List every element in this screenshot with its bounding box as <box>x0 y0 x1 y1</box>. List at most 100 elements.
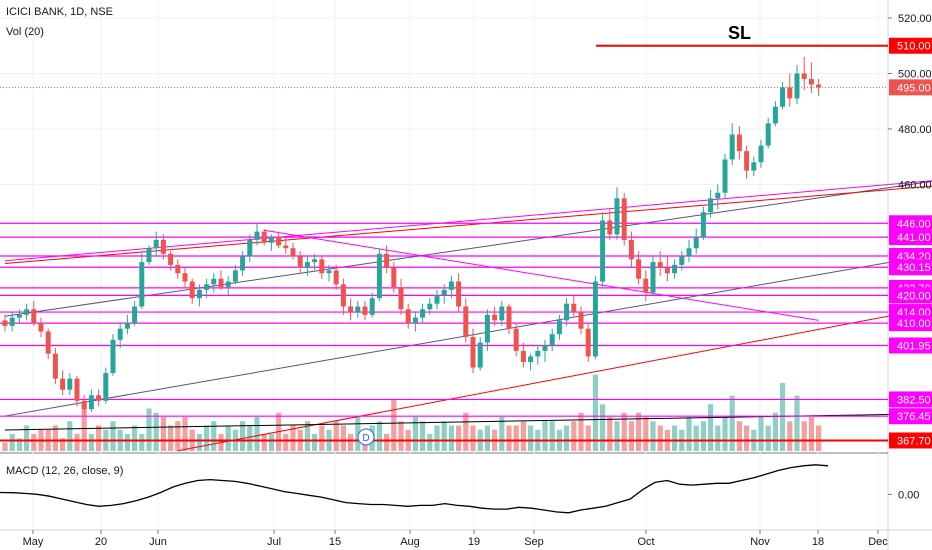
candle-body <box>794 73 800 99</box>
candle-body <box>232 270 238 282</box>
candle-body <box>405 309 411 324</box>
candle-body <box>276 237 282 246</box>
volume-bar <box>74 434 80 451</box>
candle-body <box>585 328 591 357</box>
volume-bar <box>643 417 649 451</box>
volume-bar <box>506 425 512 451</box>
x-tick-label: 18 <box>812 536 824 548</box>
candle-body <box>657 262 663 268</box>
candle-body <box>650 262 656 293</box>
volume-bar <box>700 421 706 451</box>
x-tick-label: 15 <box>329 536 341 548</box>
candle-body <box>391 267 397 288</box>
trendline <box>4 180 932 262</box>
price-tag-label: 441.00 <box>897 232 931 244</box>
volume-bar <box>787 421 793 451</box>
candle-body <box>484 314 490 343</box>
volume-bar <box>607 417 613 451</box>
volume-bar <box>441 421 447 451</box>
trendline <box>4 413 932 431</box>
x-tick-label: 20 <box>95 536 107 548</box>
candle-body <box>81 400 87 410</box>
candle-body <box>218 278 224 288</box>
volume-bar <box>672 425 678 451</box>
x-tick-label: Jul <box>267 536 281 548</box>
price-tag: 446.00 <box>889 215 932 232</box>
volume-bar <box>650 421 656 451</box>
volume-bar <box>96 425 102 451</box>
candle-body <box>153 239 159 249</box>
volume-bar <box>2 442 8 451</box>
volume-bar <box>319 425 325 451</box>
x-tick-label: Nov <box>750 536 770 548</box>
candle-body <box>787 87 793 99</box>
x-tick-label: Oct <box>637 536 654 548</box>
volume-bar <box>578 412 584 451</box>
candle-body <box>175 264 181 274</box>
candle-body <box>520 350 526 362</box>
price-tag: 367.70 <box>889 432 932 449</box>
candle-body <box>333 270 339 285</box>
price-tag: 401.95 <box>889 337 932 354</box>
volume-bar <box>211 421 217 451</box>
volume-bar <box>124 434 130 451</box>
candle-body <box>355 306 361 313</box>
volume-bar <box>391 400 397 451</box>
volume-bar <box>448 425 454 451</box>
candle-body <box>643 278 649 293</box>
candle-body <box>124 323 130 329</box>
volume-bar <box>204 425 210 451</box>
candle-body <box>607 220 613 235</box>
volume-bar <box>24 425 30 451</box>
volume-bar <box>736 421 742 451</box>
volume-bar <box>585 425 591 451</box>
volume-bar <box>780 383 786 451</box>
volume-bar <box>542 421 548 451</box>
volume-bar <box>744 425 750 451</box>
candle-body <box>189 281 195 299</box>
candle-body <box>261 231 267 243</box>
volume-bar <box>484 425 490 451</box>
candle-body <box>679 256 685 265</box>
volume-bar <box>600 404 606 451</box>
candle-body <box>441 289 447 296</box>
candle-body <box>600 220 606 282</box>
volume-bar <box>686 417 692 451</box>
candle-body <box>268 237 274 243</box>
candle-body <box>31 309 37 324</box>
candle-body <box>535 350 541 357</box>
candle-body <box>715 192 721 199</box>
x-tick-label: 19 <box>468 536 480 548</box>
volume-bar <box>427 434 433 451</box>
volume-bar <box>139 434 145 451</box>
volume-bar <box>182 417 188 451</box>
candle-body <box>765 123 771 146</box>
candle-body <box>816 84 822 88</box>
candle-body <box>736 134 742 152</box>
candle-body <box>319 259 325 274</box>
volume-bar <box>434 425 440 451</box>
candle-body <box>513 328 519 351</box>
volume-bar <box>816 425 822 451</box>
candle-body <box>700 212 706 238</box>
macd-legend: MACD (12, 26, close, 9) <box>6 465 124 477</box>
volume-bar <box>196 434 202 451</box>
volume-bar <box>31 434 37 451</box>
candle-body <box>196 289 202 299</box>
trendline <box>264 229 819 321</box>
candle-body <box>96 395 102 401</box>
y-tick-label: 500.00 <box>898 68 932 80</box>
volume-bar <box>794 395 800 451</box>
price-tag: 510.00 <box>889 37 932 54</box>
volume-bar <box>614 421 620 451</box>
candle-body <box>672 264 678 274</box>
candle-body <box>780 87 786 107</box>
volume-bar <box>463 412 469 451</box>
candle-body <box>38 323 44 332</box>
volume-bar <box>60 438 66 451</box>
volume-bar <box>160 417 166 451</box>
volume-bar <box>470 425 476 451</box>
candle-body <box>67 378 73 390</box>
candle-body <box>492 314 498 321</box>
